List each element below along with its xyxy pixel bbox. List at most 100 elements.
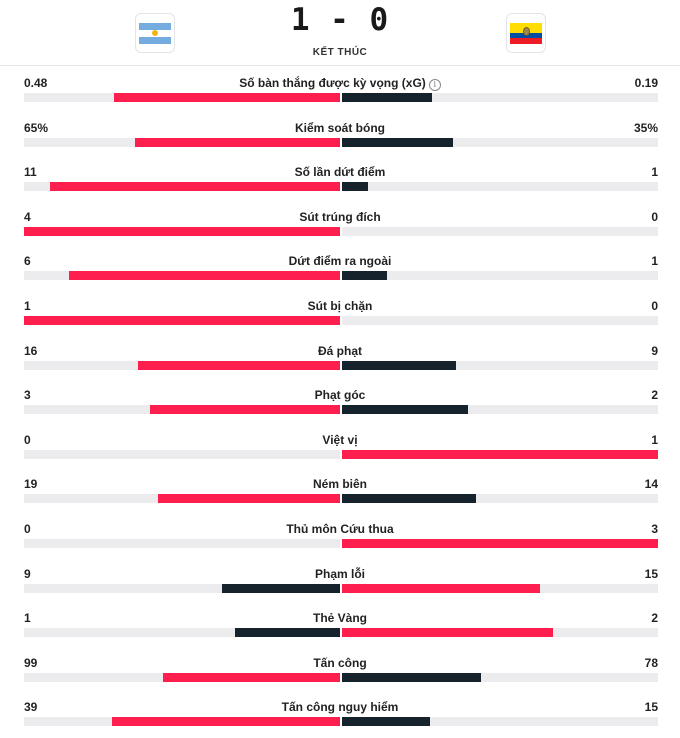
away-stat-track (342, 316, 658, 325)
stat-row: 39 Tấn công nguy hiểm 15 (0, 691, 680, 735)
away-stat-track (342, 182, 658, 192)
home-stat-value: 1 (24, 611, 31, 626)
home-stat-bar (24, 316, 340, 325)
home-stat-track (24, 137, 340, 147)
info-icon[interactable]: i (428, 79, 441, 91)
away-stat-track (342, 226, 658, 236)
stat-label-text: Sút trúng đích (299, 209, 381, 224)
away-stat-track (342, 717, 658, 727)
away-stat-value: 0 (651, 209, 658, 224)
stat-row: 6 Dứt điểm ra ngoài 1 (0, 245, 680, 289)
stat-label: Sút bị chặn (0, 299, 680, 313)
away-stat-value: 1 (651, 254, 658, 269)
away-stat-value: 15 (644, 566, 658, 581)
away-stat-value: 35% (633, 120, 658, 135)
away-stat-bar (342, 583, 540, 593)
away-stat-value: 2 (651, 388, 658, 403)
stat-row: 1 Sút bị chặn 0 (0, 290, 680, 334)
home-team-flag[interactable] (135, 13, 175, 53)
home-stat-bar (137, 360, 340, 370)
argentina-flag-icon (139, 22, 171, 44)
away-stat-track (342, 271, 658, 281)
stat-label: Kiểm soát bóng (0, 121, 680, 135)
home-stat-value: 19 (24, 477, 38, 492)
away-stat-bar (342, 672, 482, 682)
home-stat-track (24, 93, 340, 102)
home-stat-track (24, 182, 340, 192)
stat-label: Sút trúng đích (0, 210, 680, 224)
home-stat-track (24, 717, 340, 727)
stat-label-text: Phạt góc (314, 388, 366, 403)
home-stat-value: 11 (24, 165, 37, 180)
home-stat-track (24, 539, 340, 548)
stat-label: Tấn công nguy hiểm (0, 700, 680, 714)
away-stat-value: 15 (644, 700, 658, 715)
away-stat-value: 0 (651, 299, 658, 313)
stat-label-text: Tấn công nguy hiểm (281, 700, 399, 715)
away-stat-track (342, 360, 658, 370)
stat-label: Số lần dứt điểm (0, 165, 680, 179)
stat-label: Thẻ Vàng (0, 611, 680, 625)
stat-row: 9 Phạm lỗi 15 (0, 558, 680, 602)
home-stat-bar (234, 628, 340, 638)
home-stat-track (24, 360, 340, 370)
stat-label-text: Thủ môn Cứu thua (286, 522, 394, 536)
home-stat-value: 6 (24, 254, 31, 269)
stat-label-text: Ném biên (312, 477, 367, 492)
away-stat-track (342, 405, 658, 415)
away-stat-value: 1 (651, 432, 658, 447)
away-stat-bar (342, 539, 658, 548)
away-stat-track (342, 583, 658, 593)
stat-label: Phạt góc (0, 388, 680, 402)
stat-label: Ném biên (0, 477, 680, 491)
away-stat-bar (342, 360, 456, 370)
home-stat-track (24, 271, 340, 281)
home-stat-bar (158, 494, 340, 504)
stat-row: 11 Số lần dứt điểm 1 (0, 156, 680, 200)
home-stat-value: 65% (24, 120, 49, 135)
away-stat-track (342, 137, 658, 147)
home-stat-bar (113, 93, 340, 102)
stat-row: 19 Ném biên 14 (0, 468, 680, 512)
stat-label: Phạm lỗi (0, 567, 680, 581)
away-stat-bar (342, 405, 469, 415)
away-stat-value: 2 (651, 611, 658, 626)
home-stat-bar (221, 583, 340, 593)
stat-label-text: Phạm lỗi (314, 566, 365, 581)
home-stat-track (24, 494, 340, 504)
stat-label-text: Đá phạt (317, 343, 362, 358)
stat-row: 3 Phạt góc 2 (0, 379, 680, 423)
match-score: 1 - 0 (290, 2, 390, 38)
home-stat-value: 1 (24, 299, 31, 313)
home-stat-bar (69, 271, 340, 281)
away-stat-value: 3 (651, 522, 658, 536)
stat-label-text: Kiểm soát bóng (294, 120, 385, 135)
home-stat-value: 3 (24, 388, 31, 403)
away-stat-bar (342, 494, 477, 504)
away-stat-bar (342, 182, 369, 192)
away-stat-value: 78 (644, 655, 658, 670)
home-stat-value: 0.48 (24, 76, 48, 90)
home-stat-bar (111, 717, 340, 727)
home-stat-bar (150, 405, 340, 415)
home-stat-value: 0 (24, 432, 31, 447)
stat-label-text: Việt vị (322, 432, 358, 447)
stat-row: 0 Việt vị 1 (0, 424, 680, 468)
away-stat-track (342, 672, 658, 682)
away-stat-track (342, 93, 658, 102)
home-stat-value: 39 (24, 700, 38, 715)
home-stat-value: 9 (24, 566, 31, 581)
away-team-flag[interactable] (506, 13, 546, 53)
home-stat-bar (24, 226, 340, 236)
stat-row: 99 Tấn công 78 (0, 647, 680, 691)
home-stat-bar (134, 137, 340, 147)
away-stat-value: 9 (651, 343, 658, 358)
stat-row: 16 Đá phạt 9 (0, 335, 680, 379)
stat-label: Tấn công (0, 656, 680, 670)
stat-row: 4 Sút trúng đích 0 (0, 201, 680, 245)
home-stat-track (24, 583, 340, 593)
home-stat-bar (163, 672, 340, 682)
home-stat-value: 4 (24, 209, 31, 224)
away-stat-bar (342, 717, 430, 727)
away-stat-bar (342, 449, 658, 459)
